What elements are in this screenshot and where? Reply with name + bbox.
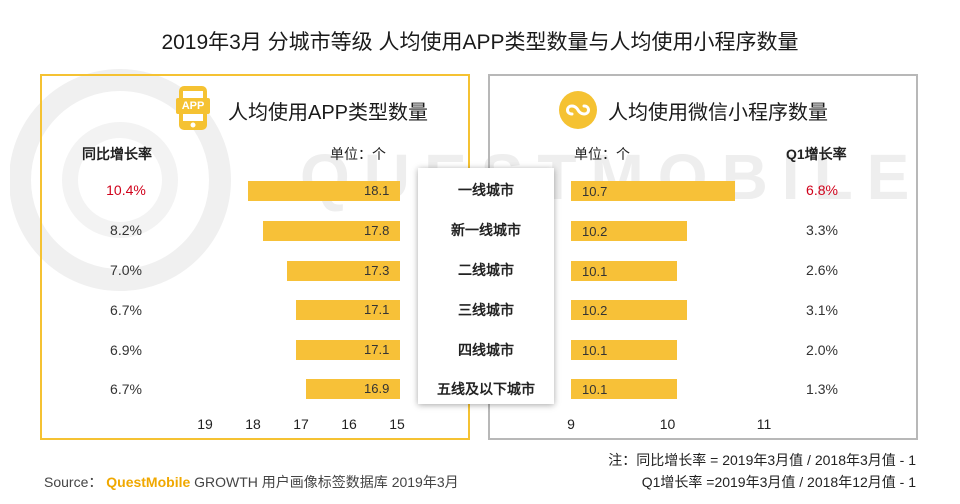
q1-growth-header: Q1增长率 xyxy=(786,146,847,162)
app-bar-label: 16.9 xyxy=(364,381,390,396)
city-tier-label: 二线城市 xyxy=(458,262,514,278)
q1-growth-value: 2.0% xyxy=(806,342,838,358)
app-bar-label: 17.3 xyxy=(364,263,390,278)
chart-title: 2019年3月 分城市等级 人均使用APP类型数量与人均使用小程序数量 xyxy=(161,31,799,54)
app-bar xyxy=(296,300,400,320)
app-axis-tick: 16 xyxy=(341,416,357,432)
q1-growth-value: 6.8% xyxy=(806,182,838,198)
app-bar-label: 17.1 xyxy=(364,342,390,357)
miniprogram-bar-label: 10.1 xyxy=(582,343,608,358)
app-panel-title: 人均使用APP类型数量 xyxy=(228,102,429,124)
q1-growth-value: 1.3% xyxy=(806,381,838,397)
miniprogram-panel-title: 人均使用微信小程序数量 xyxy=(608,102,828,124)
miniprogram-bar-label: 10.2 xyxy=(582,224,608,239)
app-bar-label: 17.8 xyxy=(364,223,390,238)
yoy-growth-value: 6.9% xyxy=(110,342,142,358)
app-bar xyxy=(248,181,400,201)
miniprogram-bar xyxy=(571,340,678,360)
watermark-logo-icon xyxy=(10,69,231,291)
miniprogram-bar-label: 10.2 xyxy=(582,303,608,318)
city-tier-label: 四线城市 xyxy=(458,342,514,358)
app-axis-tick: 17 xyxy=(293,416,309,432)
app-bar xyxy=(296,340,400,360)
yoy-growth-value: 6.7% xyxy=(110,302,142,318)
city-tier-label: 五线及以下城市 xyxy=(437,381,535,397)
yoy-growth-header: 同比增长率 xyxy=(82,146,152,162)
yoy-note: 注：同比增长率 = 2019年3月值 / 2018年3月值 - 1 xyxy=(608,452,916,468)
q1-growth-value: 3.1% xyxy=(806,302,838,318)
app-axis-tick: 18 xyxy=(245,416,261,432)
app-axis-tick: 15 xyxy=(389,416,405,432)
q1-growth-value: 3.3% xyxy=(806,222,838,238)
q1-growth-value: 2.6% xyxy=(806,262,838,278)
city-tier-label: 新一线城市 xyxy=(451,222,521,238)
miniprogram-bar-label: 10.1 xyxy=(582,382,608,397)
yoy-growth-value: 7.0% xyxy=(110,262,142,278)
miniprogram-bar xyxy=(571,181,736,201)
questmobile-brand: QuestMobile xyxy=(106,474,191,490)
miniprogram-bar xyxy=(571,379,678,399)
source-line: Source： QuestMobile GROWTH 用户画像标签数据库 201… xyxy=(44,472,459,492)
miniprogram-axis-tick: 9 xyxy=(567,416,575,432)
app-bar-label: 17.1 xyxy=(364,302,390,317)
source-text: GROWTH 用户画像标签数据库 2019年3月 xyxy=(194,474,459,490)
source-label: Source： xyxy=(44,474,103,490)
yoy-growth-value: 6.7% xyxy=(110,381,142,397)
miniprogram-bar-label: 10.7 xyxy=(582,184,608,199)
q1-note: Q1增长率 =2019年3月值 / 2018年12月值 - 1 xyxy=(641,474,916,490)
city-tier-label: 三线城市 xyxy=(458,302,514,318)
app-bar xyxy=(286,261,400,281)
app-bar-label: 18.1 xyxy=(364,183,390,198)
app-axis-tick: 19 xyxy=(197,416,213,432)
miniprogram-bar xyxy=(571,221,687,241)
miniprogram-bar-label: 10.1 xyxy=(582,264,608,279)
city-tier-legend: 一线城市 新一线城市 二线城市 三线城市 四线城市 五线及以下城市 xyxy=(418,168,554,404)
app-icon: APP xyxy=(176,86,210,130)
miniprogram-bar xyxy=(571,261,678,281)
miniprogram-unit-label: 单位：个 xyxy=(574,146,630,162)
yoy-growth-value: 10.4% xyxy=(106,182,146,198)
app-unit-label: 单位：个 xyxy=(330,146,386,162)
yoy-growth-value: 8.2% xyxy=(110,222,142,238)
miniprogram-axis-tick: 10 xyxy=(659,416,676,432)
watermark: QUESTMOBILE xyxy=(300,141,924,213)
app-bar xyxy=(262,221,400,241)
app-bar xyxy=(305,379,400,399)
app-icon-text: APP xyxy=(181,100,205,112)
miniprogram-axis-tick: 11 xyxy=(756,416,772,432)
city-tier-label: 一线城市 xyxy=(458,182,514,198)
miniprogram-bar xyxy=(571,300,687,320)
miniprogram-icon xyxy=(558,90,598,130)
